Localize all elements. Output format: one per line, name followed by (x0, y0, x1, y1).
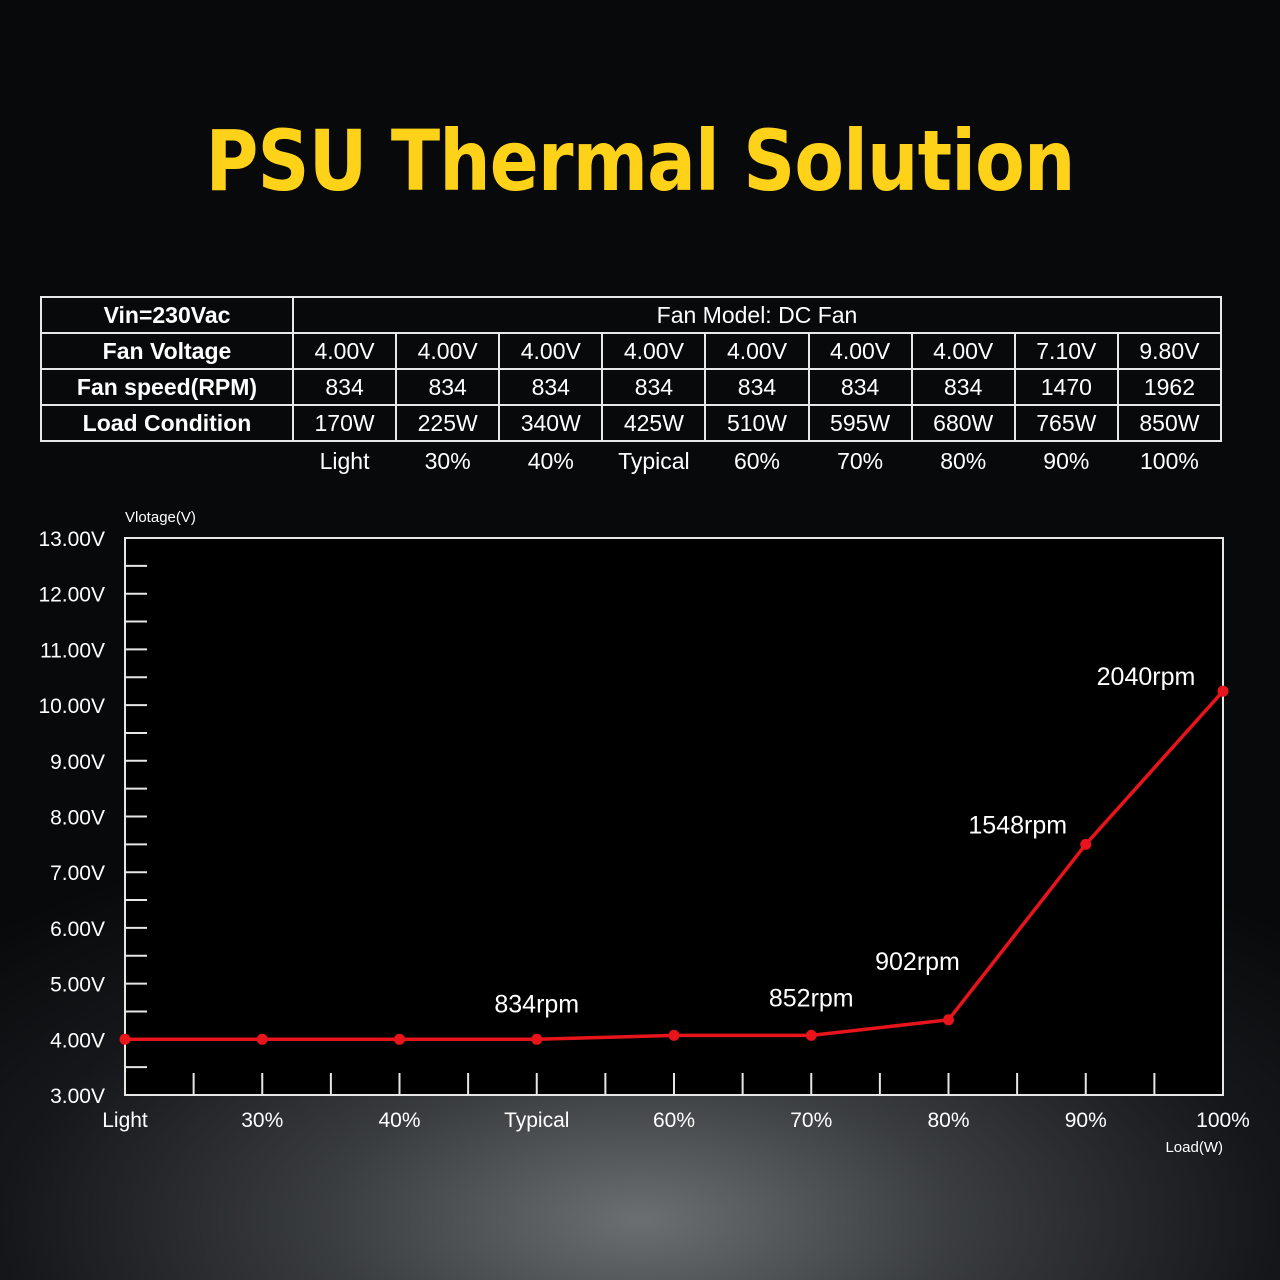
table-cell: 834 (601, 368, 707, 406)
table-cell: 765W (1013, 404, 1119, 442)
plot-area (124, 537, 1224, 1096)
load-label-row: Light 30% 40% Typical 60% 70% 80% 90% 100% (41, 441, 1221, 480)
table-row: Fan speed(RPM) 834 834 834 834 834 834 834 1470 1… (40, 368, 1223, 406)
x-tick-label: 40% (378, 1109, 420, 1132)
table-cell: 4.00V (910, 332, 1016, 370)
rpm-annotation: 1548rpm (968, 811, 1067, 839)
load-label: Light (319, 447, 370, 474)
table-cell: 850W (1116, 404, 1223, 442)
table-cell: 834 (395, 368, 501, 406)
row-header: Fan Voltage (40, 332, 294, 370)
x-tick-label: 80% (927, 1109, 969, 1132)
table-cell: 1470 (1013, 368, 1119, 406)
y-tick-label: 6.00V (50, 918, 105, 941)
table-cell: 225W (395, 404, 501, 442)
y-tick-label: 11.00V (40, 639, 105, 662)
table-cell: 9.80V (1116, 332, 1223, 370)
table-cell: 834 (704, 368, 810, 406)
load-label: 60% (733, 447, 781, 474)
fan-model-cell: Fan Model: DC Fan (292, 296, 1222, 334)
table-cell: 1962 (1116, 368, 1223, 406)
table-cell: 834 (291, 368, 398, 406)
voltage-load-chart: 3.00V 4.00V 5.00V 6.00V 7.00V 8.00V 9.00V 10.00… (38, 509, 1250, 1156)
table-cell: 4.00V (807, 332, 913, 370)
y-tick-label: 8.00V (50, 807, 105, 830)
x-tick-label: Light (102, 1109, 148, 1132)
table-cell: 834 (910, 368, 1016, 406)
load-label: 100% (1140, 447, 1199, 474)
table-cell: 170W (291, 404, 398, 442)
x-tick-label: 100% (1196, 1109, 1250, 1132)
table-cell: 7.10V (1013, 332, 1119, 370)
data-point (119, 1033, 131, 1045)
load-label: 80% (940, 447, 987, 474)
table-cell: 4.00V (498, 332, 604, 370)
rpm-annotation: 2040rpm (1097, 663, 1196, 691)
rpm-annotation: 834rpm (494, 990, 579, 1018)
y-tick-label: 5.00V (50, 974, 105, 997)
x-tick-label: 70% (790, 1109, 832, 1132)
y-tick-label: 9.00V (50, 751, 105, 774)
data-point (394, 1033, 405, 1045)
table-cell: 595W (807, 404, 913, 442)
row-header: Load Condition (40, 404, 294, 442)
y-tick-label: 10.00V (38, 695, 105, 718)
y-tick-label: 7.00V (50, 862, 105, 885)
y-tick-label: 3.00V (50, 1085, 105, 1108)
x-tick-label: Typical (504, 1109, 569, 1132)
load-label: 40% (527, 447, 574, 474)
table-row: Fan Voltage 4.00V 4.00V 4.00V 4.00V 4.00V 4.00… (40, 332, 1223, 370)
data-point (805, 1029, 817, 1041)
table-cell: 4.00V (601, 332, 707, 370)
table-row: Load Condition 170W 225W 340W 425W 510W 595W 68… (40, 404, 1223, 442)
empty-cell (41, 441, 293, 480)
table-cell: 4.00V (395, 332, 501, 370)
table-cell: 4.00V (704, 332, 810, 370)
data-point (943, 1014, 954, 1026)
rpm-annotation: 902rpm (875, 948, 960, 976)
x-tick-label: 60% (653, 1109, 695, 1132)
row-header: Fan speed(RPM) (40, 368, 294, 406)
y-tick-label: 12.00V (38, 584, 105, 607)
table-cell: 4.00V (291, 332, 398, 370)
x-tick-label: 30% (241, 1109, 283, 1132)
table-cell: 425W (601, 404, 707, 442)
x-axis-label: Load(W) (1165, 1139, 1223, 1156)
table-row: Vin=230Vac Fan Model: DC Fan (40, 296, 1222, 334)
y-tick-label: 4.00V (50, 1029, 105, 1052)
table-cell: 340W (498, 404, 604, 442)
load-label: 90% (1043, 447, 1090, 474)
table-cell: 834 (807, 368, 913, 406)
spec-table: Vin=230Vac Fan Model: DC Fan Fan Voltage 4.… (40, 296, 1223, 480)
load-label: 30% (424, 447, 471, 474)
data-point (668, 1029, 680, 1041)
data-point (1080, 838, 1092, 850)
data-point (256, 1033, 268, 1045)
y-axis-label: Vlotage(V) (125, 509, 196, 526)
x-tick-label: 90% (1065, 1109, 1107, 1132)
y-tick-label: 13.00V (38, 528, 105, 551)
table-cell: 510W (704, 404, 810, 442)
load-label: 70% (837, 447, 884, 474)
load-label: Typical (618, 447, 690, 474)
table-cell: 834 (498, 368, 604, 406)
page-title: PSU Thermal Solution (205, 112, 1075, 210)
data-point (1217, 685, 1229, 697)
data-point (531, 1033, 543, 1045)
rpm-annotation: 852rpm (769, 984, 854, 1012)
vin-cell: Vin=230Vac (40, 296, 294, 334)
table-cell: 680W (910, 404, 1016, 442)
